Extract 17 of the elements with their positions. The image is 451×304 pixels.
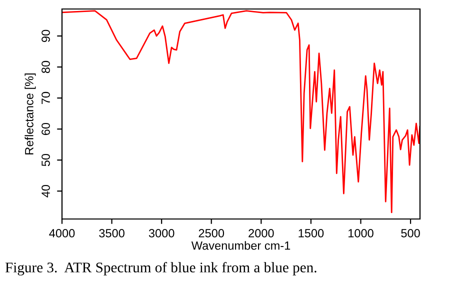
y-tick-label: 40: [42, 184, 50, 198]
x-tick-label: 3500: [99, 229, 124, 238]
y-tick-label: 90: [42, 30, 50, 42]
caption: Figure 3. ATR Spectrum of blue ink from a blue pen.: [5, 262, 316, 276]
y-tick-label: 70: [42, 92, 50, 104]
x-tick-label: 1500: [298, 229, 324, 238]
x-tick-label: 3000: [148, 229, 174, 238]
y-tick-label: 50: [42, 154, 50, 166]
y-tick-label: 60: [42, 122, 50, 136]
x-tick-label: 1000: [348, 229, 374, 238]
x-tick-label: 2000: [248, 229, 274, 238]
y-tick-label: 80: [42, 60, 50, 74]
y-axis-title: Reflectance [%]: [24, 74, 36, 154]
x-tick-label: 2500: [198, 229, 224, 238]
x-tick-label: 4000: [49, 229, 75, 238]
x-axis-title: Wavenumber cm-1: [191, 241, 290, 250]
x-tick-label: 500: [401, 229, 420, 238]
